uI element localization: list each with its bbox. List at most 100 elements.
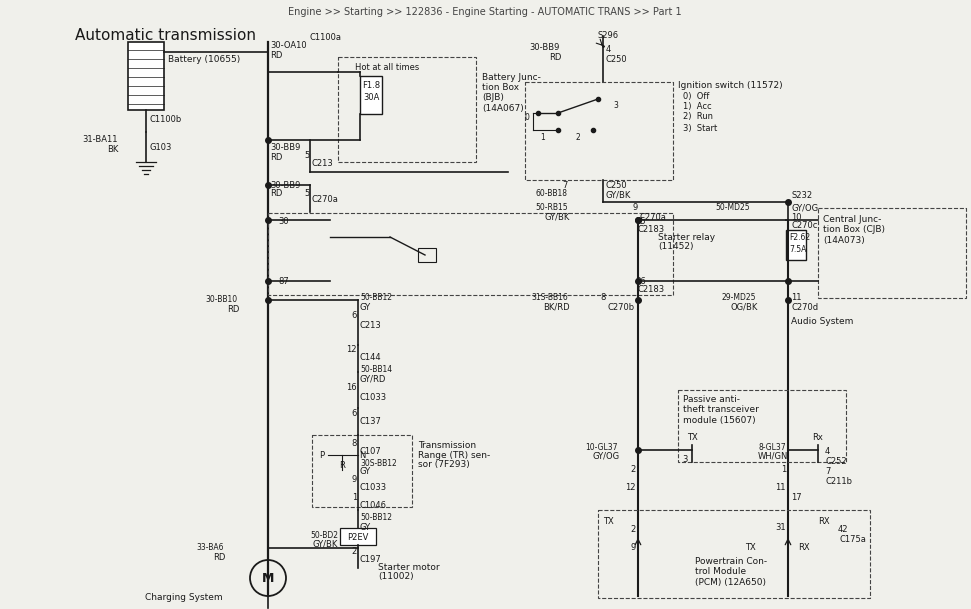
Text: (14A067): (14A067) bbox=[482, 104, 523, 113]
Text: Passive anti-: Passive anti- bbox=[683, 395, 740, 404]
Text: Powertrain Con-: Powertrain Con- bbox=[695, 557, 767, 566]
Text: 2: 2 bbox=[576, 133, 581, 141]
Text: C2183: C2183 bbox=[637, 225, 664, 233]
Text: WH/GN: WH/GN bbox=[757, 451, 788, 460]
Text: G103: G103 bbox=[150, 143, 173, 152]
Text: RD: RD bbox=[270, 189, 283, 199]
Text: 9: 9 bbox=[352, 476, 357, 485]
Text: 7.5A: 7.5A bbox=[789, 245, 806, 255]
Text: C197: C197 bbox=[360, 555, 382, 565]
Text: C213: C213 bbox=[312, 158, 334, 167]
Text: GY: GY bbox=[360, 303, 371, 311]
Text: BK/RD: BK/RD bbox=[544, 303, 570, 311]
Text: 30-BB10: 30-BB10 bbox=[206, 295, 238, 304]
Text: C1046: C1046 bbox=[360, 501, 387, 510]
Text: Battery (10655): Battery (10655) bbox=[168, 55, 240, 65]
Text: P2EV: P2EV bbox=[348, 532, 369, 541]
Bar bbox=[818, 208, 966, 298]
Text: 8: 8 bbox=[352, 438, 357, 448]
Text: 8: 8 bbox=[601, 294, 606, 303]
Text: 5: 5 bbox=[305, 189, 310, 197]
Text: tion Box: tion Box bbox=[482, 83, 519, 93]
Text: N: N bbox=[359, 451, 365, 460]
Text: C1100a: C1100a bbox=[310, 33, 342, 43]
Text: 2: 2 bbox=[631, 465, 636, 474]
Text: Central Junc-: Central Junc- bbox=[823, 216, 882, 225]
Text: TX: TX bbox=[746, 543, 756, 552]
Text: C250: C250 bbox=[606, 180, 627, 189]
Text: 86: 86 bbox=[635, 276, 646, 286]
Bar bbox=[525, 82, 673, 180]
Text: 4: 4 bbox=[825, 446, 830, 456]
Text: 2)  Run: 2) Run bbox=[683, 113, 713, 122]
Text: 1: 1 bbox=[352, 493, 357, 502]
Text: RD: RD bbox=[550, 52, 562, 62]
Text: 30-BB9: 30-BB9 bbox=[270, 144, 300, 152]
Text: Charging System: Charging System bbox=[145, 594, 222, 602]
Text: S296: S296 bbox=[598, 32, 619, 41]
Text: 5: 5 bbox=[305, 150, 310, 160]
Bar bbox=[418, 248, 436, 262]
Text: M: M bbox=[262, 571, 274, 585]
Text: Range (TR) sen-: Range (TR) sen- bbox=[418, 451, 490, 460]
Text: C270d: C270d bbox=[791, 303, 819, 311]
Text: 0)  Off: 0) Off bbox=[683, 93, 710, 102]
Text: 3)  Start: 3) Start bbox=[683, 124, 718, 133]
Text: C252: C252 bbox=[825, 457, 847, 465]
Text: R: R bbox=[339, 460, 345, 470]
Text: Starter motor: Starter motor bbox=[378, 563, 440, 571]
Text: (11002): (11002) bbox=[378, 571, 414, 580]
Text: TX: TX bbox=[686, 432, 697, 442]
Text: C137: C137 bbox=[360, 417, 382, 426]
Text: Battery Junc-: Battery Junc- bbox=[482, 74, 541, 82]
Text: 11: 11 bbox=[791, 294, 801, 303]
Text: 31-BA11: 31-BA11 bbox=[83, 135, 118, 144]
Text: 50-BB12: 50-BB12 bbox=[360, 513, 392, 523]
Text: 29-MD25: 29-MD25 bbox=[721, 294, 756, 303]
Bar bbox=[338, 57, 476, 162]
Text: 3: 3 bbox=[613, 100, 618, 110]
Text: 85: 85 bbox=[635, 217, 646, 225]
Text: (PCM) (12A650): (PCM) (12A650) bbox=[695, 577, 766, 586]
Text: 42: 42 bbox=[838, 526, 849, 535]
Text: Transmission: Transmission bbox=[418, 440, 476, 449]
Text: 16: 16 bbox=[347, 384, 357, 392]
Text: 2: 2 bbox=[631, 526, 636, 535]
Text: 2: 2 bbox=[352, 547, 357, 557]
Text: 9: 9 bbox=[633, 203, 638, 213]
Text: Starter relay: Starter relay bbox=[658, 233, 715, 242]
Text: RD: RD bbox=[270, 152, 283, 161]
Bar bbox=[312, 435, 412, 507]
Text: 30-BB9: 30-BB9 bbox=[529, 43, 560, 52]
Text: C213: C213 bbox=[360, 320, 382, 329]
Text: 30S-BB12: 30S-BB12 bbox=[360, 459, 397, 468]
Text: (14A073): (14A073) bbox=[823, 236, 865, 244]
Text: GY/OG: GY/OG bbox=[791, 203, 819, 213]
Text: RD: RD bbox=[270, 51, 283, 60]
Text: 7: 7 bbox=[562, 180, 568, 189]
Text: 10: 10 bbox=[791, 213, 801, 222]
Text: 33-BA6: 33-BA6 bbox=[196, 543, 224, 552]
Text: 11: 11 bbox=[776, 482, 786, 491]
Text: C2183: C2183 bbox=[637, 284, 664, 294]
Bar bbox=[598, 510, 870, 598]
Text: theft transceiver: theft transceiver bbox=[683, 406, 759, 415]
Text: tion Box (CJB): tion Box (CJB) bbox=[823, 225, 885, 234]
Text: 10-GL37: 10-GL37 bbox=[586, 443, 618, 451]
Bar bbox=[678, 390, 846, 462]
Text: 12: 12 bbox=[625, 482, 636, 491]
Text: 30-BB9: 30-BB9 bbox=[270, 180, 300, 189]
Text: OG/BK: OG/BK bbox=[730, 303, 758, 311]
Text: TX: TX bbox=[603, 518, 614, 527]
Text: Ignition switch (11572): Ignition switch (11572) bbox=[678, 80, 783, 90]
Text: GY/OG: GY/OG bbox=[593, 451, 620, 460]
Text: C1100b: C1100b bbox=[150, 116, 183, 124]
Text: C270c: C270c bbox=[791, 220, 818, 230]
Text: GY/BK: GY/BK bbox=[545, 213, 570, 222]
Bar bbox=[360, 76, 382, 114]
Bar bbox=[340, 528, 376, 545]
Text: 4: 4 bbox=[606, 46, 612, 54]
Text: 50-MD25: 50-MD25 bbox=[716, 203, 750, 213]
Text: 31: 31 bbox=[776, 524, 786, 532]
Text: trol Module: trol Module bbox=[695, 568, 746, 577]
